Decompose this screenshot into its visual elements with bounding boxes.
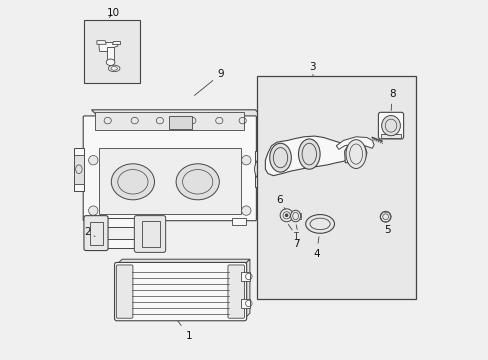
Ellipse shape [88, 156, 98, 165]
Bar [99, 148, 241, 214]
Ellipse shape [176, 164, 219, 200]
Polygon shape [99, 42, 118, 51]
Bar [168, 116, 192, 129]
Bar [104, 218, 118, 225]
Text: 9: 9 [194, 69, 224, 95]
Bar [73, 155, 84, 184]
Polygon shape [91, 110, 262, 117]
Bar [381, 134, 400, 138]
Bar [257, 76, 415, 299]
Ellipse shape [298, 139, 320, 169]
Bar [231, 218, 246, 225]
Polygon shape [73, 148, 84, 191]
FancyBboxPatch shape [134, 216, 165, 252]
FancyBboxPatch shape [83, 116, 256, 221]
Polygon shape [117, 259, 249, 265]
Ellipse shape [305, 215, 334, 233]
Polygon shape [344, 144, 366, 163]
Text: 7: 7 [293, 239, 300, 249]
Ellipse shape [106, 59, 115, 66]
Polygon shape [244, 259, 249, 319]
Text: 4: 4 [312, 237, 319, 259]
Polygon shape [336, 137, 373, 149]
FancyBboxPatch shape [378, 112, 403, 139]
Bar [102, 218, 162, 227]
Text: 2: 2 [84, 227, 95, 237]
Text: 3: 3 [309, 62, 316, 76]
Bar [142, 221, 160, 247]
Polygon shape [97, 41, 106, 44]
Bar [290, 213, 300, 219]
Ellipse shape [88, 206, 98, 215]
Bar [95, 112, 244, 130]
Bar [102, 239, 162, 248]
FancyBboxPatch shape [84, 216, 108, 251]
FancyBboxPatch shape [116, 265, 133, 318]
Polygon shape [112, 41, 120, 44]
Ellipse shape [290, 210, 300, 222]
Ellipse shape [111, 164, 154, 200]
Ellipse shape [254, 158, 270, 181]
Ellipse shape [108, 65, 120, 72]
Ellipse shape [269, 143, 291, 172]
Text: 8: 8 [388, 89, 395, 111]
Ellipse shape [241, 156, 250, 165]
Ellipse shape [380, 211, 390, 222]
Ellipse shape [346, 140, 366, 168]
Text: 5: 5 [384, 222, 390, 235]
Ellipse shape [241, 206, 250, 215]
FancyBboxPatch shape [114, 262, 246, 321]
FancyBboxPatch shape [227, 265, 244, 318]
Text: 6: 6 [276, 195, 285, 210]
Text: 1: 1 [178, 321, 192, 341]
Polygon shape [255, 151, 269, 187]
Ellipse shape [285, 214, 287, 217]
Bar [241, 272, 249, 281]
Bar [89, 222, 102, 245]
Bar [107, 47, 114, 60]
Bar [147, 218, 162, 225]
Bar [241, 299, 249, 308]
Ellipse shape [381, 116, 400, 136]
Text: 10: 10 [106, 8, 120, 18]
Polygon shape [265, 136, 352, 176]
Ellipse shape [280, 209, 292, 222]
Bar [84, 20, 140, 83]
